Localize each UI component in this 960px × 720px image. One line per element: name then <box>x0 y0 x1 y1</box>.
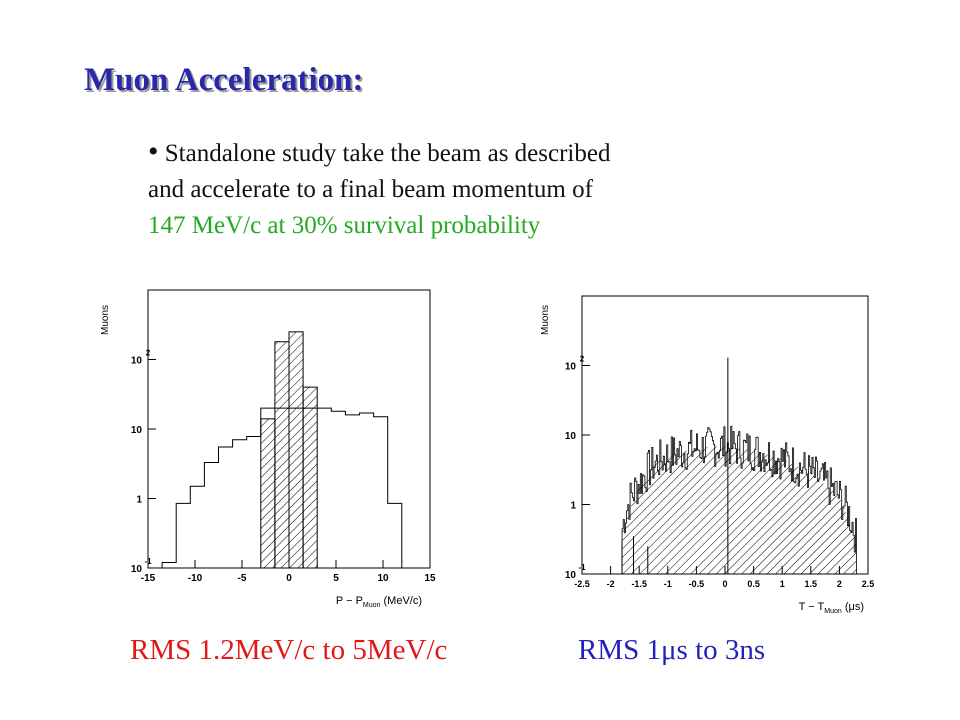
caption-time-rms: RMS 1μs to 3ns <box>578 634 766 666</box>
x-axis-label: P − PMuon (MeV/c) <box>336 595 422 609</box>
y-tick-label: 10 <box>565 431 577 442</box>
hatched-bar <box>288 331 304 569</box>
x-tick-label: 0 <box>722 579 727 589</box>
y-tick-label: 10 <box>131 356 143 367</box>
x-tick-label: 0 <box>286 573 292 584</box>
x-axis-label: T − TMuon (μs) <box>799 601 864 615</box>
y-tick-label: 10 <box>131 425 143 436</box>
x-tick-label: 2.5 <box>862 579 875 589</box>
x-tick-label: -15 <box>141 573 156 584</box>
hatched-bar <box>260 418 276 569</box>
outline-histogram <box>148 407 430 569</box>
hatched-area <box>622 445 857 574</box>
x-tick-label: 15 <box>424 573 436 584</box>
y-tick-label: 10 <box>565 570 577 581</box>
x-tick-label: -1.5 <box>631 579 647 589</box>
y-tick-label-exp: -1 <box>144 557 152 566</box>
x-tick-label: -2.5 <box>574 579 590 589</box>
y-tick-label: 10 <box>131 564 143 575</box>
bullet-dot: • <box>148 135 159 168</box>
y-tick-label: 1 <box>570 501 576 512</box>
x-tick-label: -1 <box>664 579 672 589</box>
y-axis-label: Muons <box>100 305 111 335</box>
x-tick-label: 2 <box>837 579 842 589</box>
bullet-line-1-text: Standalone study take the beam as descri… <box>164 140 611 167</box>
hatched-bar <box>302 386 318 569</box>
x-tick-label: -0.5 <box>689 579 705 589</box>
y-tick-label: 1 <box>136 495 142 506</box>
plot-frame <box>147 289 431 569</box>
hatched-bar <box>274 341 290 569</box>
y-tick-label: 10 <box>565 362 577 373</box>
x-tick-label: 5 <box>333 573 339 584</box>
y-axis-label: Muons <box>540 305 551 335</box>
bullet-line-3: 147 MeV/c at 30% survival probability <box>148 212 541 239</box>
x-tick-label: 1 <box>780 579 785 589</box>
bullet-text: • Standalone study take the beam as desc… <box>148 134 788 244</box>
noisy-histogram <box>621 425 857 574</box>
x-tick-label: 1.5 <box>805 579 818 589</box>
x-tick-label: -10 <box>188 573 203 584</box>
x-tick-label: 10 <box>377 573 389 584</box>
y-tick-label-exp: 2 <box>580 355 585 364</box>
y-tick-label-exp: -1 <box>578 563 586 572</box>
bullet-line-1: • Standalone study take the beam as desc… <box>148 134 788 172</box>
plot-frame <box>581 295 869 575</box>
caption-momentum-rms: RMS 1.2MeV/c to 5MeV/c <box>130 634 448 666</box>
x-tick-label: -2 <box>607 579 615 589</box>
slide-title: Muon Acceleration: <box>84 62 364 98</box>
bullet-line-2: and accelerate to a final beam momentum … <box>148 176 593 203</box>
x-tick-label: 0.5 <box>747 579 760 589</box>
x-tick-label: -5 <box>238 573 247 584</box>
y-tick-label-exp: 2 <box>146 349 151 358</box>
